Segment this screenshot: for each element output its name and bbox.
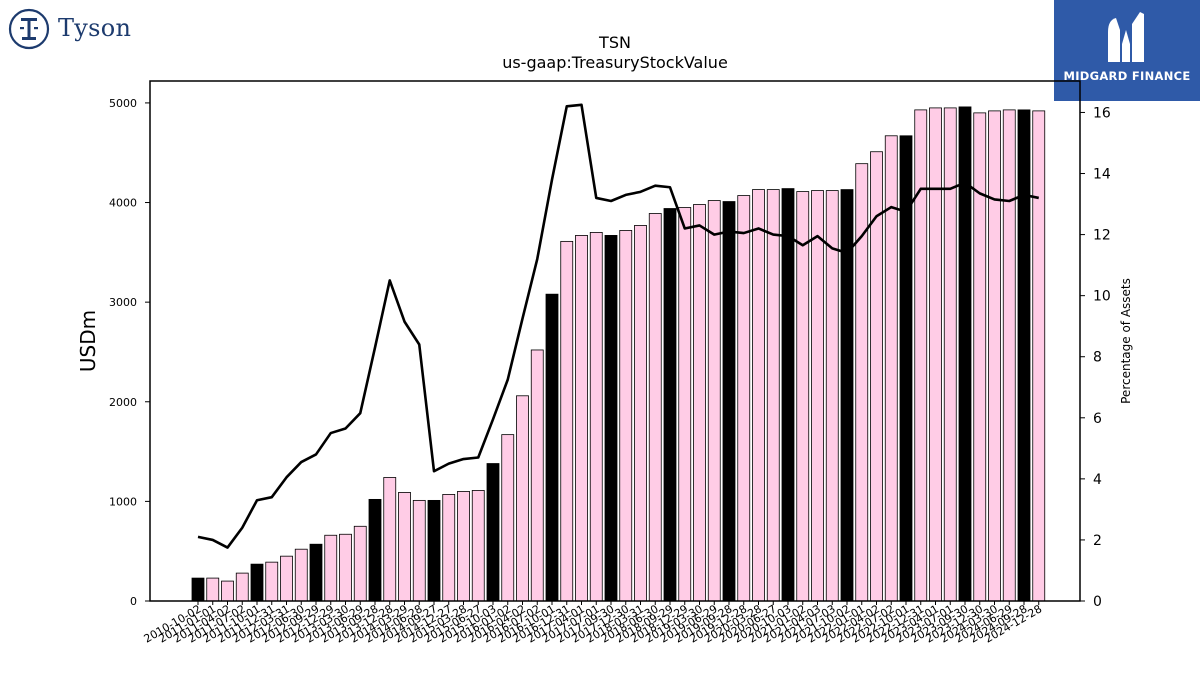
bar bbox=[707, 200, 721, 602]
bar bbox=[766, 189, 780, 602]
y2-tick-label: 14 bbox=[1093, 167, 1111, 183]
bar bbox=[486, 463, 500, 602]
tyson-t-emblem-icon bbox=[8, 8, 50, 50]
bar bbox=[648, 213, 662, 602]
y2-tick-label: 0 bbox=[1093, 594, 1102, 610]
percentage-line bbox=[197, 103, 1040, 549]
bar bbox=[988, 110, 1001, 602]
bar bbox=[368, 498, 382, 602]
bar bbox=[457, 491, 470, 602]
company-name: Tyson bbox=[58, 14, 132, 42]
line-layer bbox=[197, 103, 1040, 549]
y-tick-label: 5000 bbox=[109, 97, 137, 110]
bar bbox=[722, 201, 736, 602]
midgard-m-emblem-icon bbox=[1108, 12, 1144, 62]
bar bbox=[634, 225, 647, 602]
bar bbox=[383, 477, 397, 602]
bar bbox=[294, 548, 308, 602]
bar bbox=[530, 349, 544, 602]
y2-tick-label: 8 bbox=[1093, 350, 1102, 366]
bar bbox=[206, 577, 220, 602]
publisher-badge: MIDGARD FINANCE bbox=[1054, 0, 1200, 101]
y2-axis-label: Percentage of Assets bbox=[1119, 278, 1133, 404]
y2-tick-label: 4 bbox=[1093, 472, 1102, 488]
tyson-logo bbox=[8, 8, 50, 50]
bar bbox=[825, 190, 839, 602]
bar bbox=[943, 107, 957, 602]
bar bbox=[516, 395, 529, 602]
bar bbox=[914, 109, 928, 602]
bars-layer bbox=[191, 106, 1046, 602]
chart-title: TSN bbox=[598, 33, 631, 52]
bar bbox=[929, 107, 942, 602]
bar bbox=[604, 235, 618, 602]
bar bbox=[471, 490, 485, 602]
bar bbox=[545, 293, 559, 602]
chart-subtitle: us-gaap:TreasuryStockValue bbox=[502, 53, 728, 72]
bar bbox=[191, 577, 205, 602]
bar bbox=[398, 492, 411, 602]
bar bbox=[811, 190, 824, 602]
bar bbox=[663, 208, 677, 602]
bar bbox=[427, 499, 441, 602]
right-axis: 0 2 4 6 8 10 12 14 16 bbox=[1080, 105, 1111, 610]
bar bbox=[781, 188, 795, 602]
bar bbox=[560, 240, 574, 602]
bar bbox=[575, 235, 588, 602]
bar bbox=[501, 434, 515, 602]
y-tick-label: 1000 bbox=[109, 495, 137, 508]
bar bbox=[221, 580, 234, 602]
y-tick-label: 0 bbox=[130, 595, 137, 608]
bar bbox=[870, 151, 883, 602]
bar bbox=[1017, 109, 1031, 602]
bar bbox=[958, 106, 972, 602]
bar bbox=[973, 112, 987, 602]
bar bbox=[265, 561, 279, 602]
left-axis: 0 1000 2000 3000 4000 5000 bbox=[109, 97, 150, 608]
y2-tick-label: 16 bbox=[1093, 105, 1111, 121]
y2-tick-label: 6 bbox=[1093, 411, 1102, 427]
bar bbox=[1002, 109, 1016, 602]
bar bbox=[442, 494, 456, 602]
plot-frame bbox=[149, 80, 1081, 602]
bar bbox=[796, 191, 810, 602]
bar bbox=[324, 534, 338, 602]
y-tick-label: 2000 bbox=[109, 396, 137, 409]
bar bbox=[353, 525, 367, 602]
y-tick-label: 4000 bbox=[109, 197, 137, 210]
bar bbox=[250, 563, 264, 602]
bar bbox=[619, 230, 633, 602]
y-tick-label: 3000 bbox=[109, 296, 137, 309]
bar bbox=[309, 543, 323, 602]
bar bbox=[1032, 110, 1046, 602]
y2-tick-label: 10 bbox=[1093, 289, 1111, 305]
bar bbox=[737, 195, 751, 602]
bar bbox=[339, 533, 352, 602]
bar bbox=[752, 189, 765, 602]
bar bbox=[589, 232, 603, 602]
bar bbox=[280, 555, 293, 602]
bar bbox=[678, 207, 692, 602]
publisher-name: MIDGARD FINANCE bbox=[1063, 69, 1191, 83]
y2-tick-label: 2 bbox=[1093, 533, 1102, 549]
y-axis-label: USDm bbox=[76, 310, 100, 372]
y2-tick-label: 12 bbox=[1093, 228, 1111, 244]
bar bbox=[693, 204, 706, 602]
x-axis: 2010-10-022011-01-012011-04-022011-07-02… bbox=[142, 601, 1044, 646]
bar bbox=[412, 499, 426, 602]
bar bbox=[884, 135, 898, 602]
bar bbox=[235, 572, 249, 602]
